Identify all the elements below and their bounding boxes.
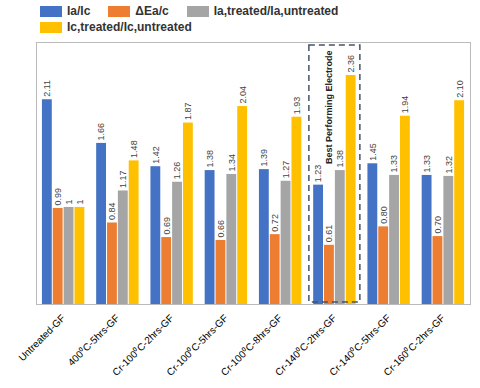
svg-text:1.48: 1.48 <box>129 140 139 158</box>
svg-text:0.61: 0.61 <box>324 225 334 243</box>
svg-text:1.87: 1.87 <box>183 103 193 121</box>
svg-text:1.38: 1.38 <box>205 150 215 168</box>
svg-text:1.33: 1.33 <box>422 155 432 173</box>
svg-text:Cr-140⁰C-5hrs-GF: Cr-140⁰C-5hrs-GF <box>327 312 393 378</box>
svg-text:Cr-160⁰C-2hrs-GF: Cr-160⁰C-2hrs-GF <box>381 312 447 378</box>
svg-text:1: 1 <box>75 199 85 204</box>
html-text:Ic,treated/Ic,untreated: Ic,treated/Ic,untreated <box>67 20 192 34</box>
svg-text:1.42: 1.42 <box>151 146 161 164</box>
svg-text:1.34: 1.34 <box>227 154 237 172</box>
html-text:Ia/Ic: Ia/Ic <box>67 4 91 18</box>
svg-text:1.27: 1.27 <box>281 161 291 179</box>
svg-text:Cr-100⁰C-2hrs-GF: Cr-100⁰C-2hrs-GF <box>110 312 176 378</box>
svg-text:2.11: 2.11 <box>42 80 52 97</box>
svg-text:2.36: 2.36 <box>346 55 356 73</box>
svg-text:1.26: 1.26 <box>172 162 182 180</box>
svg-text:0.70: 0.70 <box>433 216 443 234</box>
svg-text:1.23: 1.23 <box>313 165 323 183</box>
html-text:ΔEa/c: ΔEa/c <box>135 4 169 18</box>
html-text:Ia,treated/Ia,untreated: Ia,treated/Ia,untreated <box>213 4 339 18</box>
svg-text:Cr-100⁰C-5hrs-GF: Cr-100⁰C-5hrs-GF <box>164 312 231 378</box>
svg-text:1.39: 1.39 <box>259 149 269 167</box>
svg-text:2.04: 2.04 <box>238 86 248 104</box>
svg-text:Cr-100⁰C-8hrs-GF: Cr-100⁰C-8hrs-GF <box>218 312 285 378</box>
svg-text:0.99: 0.99 <box>53 188 63 206</box>
svg-text:1.32: 1.32 <box>444 156 454 174</box>
svg-text:1.93: 1.93 <box>292 97 302 115</box>
svg-text:0.66: 0.66 <box>216 220 226 238</box>
svg-text:1.45: 1.45 <box>368 143 378 161</box>
svg-text:1: 1 <box>64 199 74 204</box>
svg-text:0.69: 0.69 <box>162 217 172 235</box>
svg-text:0.72: 0.72 <box>270 214 280 232</box>
svg-text:1.38: 1.38 <box>335 150 345 168</box>
svg-text:2.10: 2.10 <box>455 80 465 98</box>
svg-text:0.80: 0.80 <box>379 206 389 224</box>
svg-text:Best Performing Electrode: Best Performing Electrode <box>324 51 334 165</box>
svg-text:0.84: 0.84 <box>107 202 117 220</box>
svg-text:Untreated-GF: Untreated-GF <box>16 312 67 363</box>
svg-text:1.66: 1.66 <box>96 123 106 141</box>
svg-text:400⁰C-5hrs-GF: 400⁰C-5hrs-GF <box>66 312 122 368</box>
svg-text:Cr-140⁰C-2hrs-GF: Cr-140⁰C-2hrs-GF <box>272 312 339 378</box>
svg-text:1.33: 1.33 <box>389 155 399 173</box>
svg-text:1.17: 1.17 <box>118 170 128 188</box>
svg-text:1.94: 1.94 <box>400 96 410 114</box>
